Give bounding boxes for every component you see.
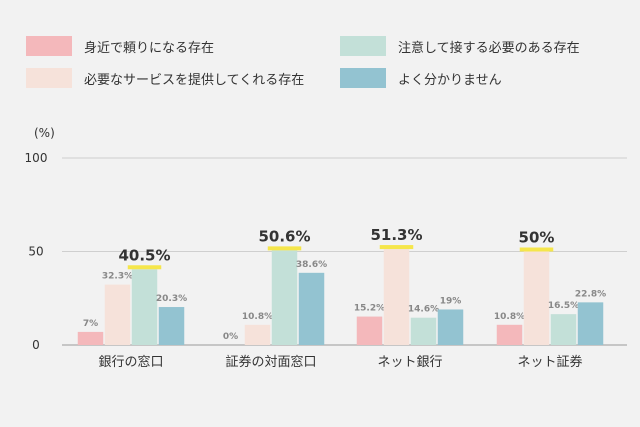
legend-label: よく分かりません bbox=[398, 72, 502, 88]
highlight-underline bbox=[519, 247, 554, 252]
legend-item: 必要なサービスを提供してくれる存在 bbox=[26, 68, 304, 88]
data-label: 0% bbox=[223, 332, 238, 342]
data-label-highlight: 50% bbox=[519, 229, 555, 247]
legend-item: 身近で頼りになる存在 bbox=[26, 36, 214, 56]
bar bbox=[496, 324, 523, 345]
highlight-underline bbox=[267, 246, 302, 251]
y-tick-label: 100 bbox=[25, 151, 48, 165]
bar bbox=[383, 249, 410, 345]
bar bbox=[271, 250, 298, 345]
x-tick-label: ネット銀行 bbox=[377, 355, 442, 370]
legend-item: 注意して接する必要のある存在 bbox=[340, 36, 580, 56]
x-tick-label: 証券の対面窓口 bbox=[225, 354, 316, 370]
y-tick-label: 0 bbox=[32, 338, 40, 352]
highlight-underline bbox=[127, 265, 162, 270]
legend-swatch bbox=[340, 68, 386, 88]
legend-label: 注意して接する必要のある存在 bbox=[398, 40, 580, 56]
legend-label: 必要なサービスを提供してくれる存在 bbox=[84, 72, 305, 88]
data-label: 7% bbox=[83, 319, 98, 329]
y-unit-label: (%) bbox=[34, 126, 55, 140]
bar bbox=[104, 284, 131, 345]
bar bbox=[437, 309, 464, 345]
bar bbox=[131, 269, 158, 345]
data-label: 20.3% bbox=[156, 294, 187, 304]
x-tick-label: 銀行の窓口 bbox=[98, 354, 163, 370]
bar bbox=[298, 272, 325, 345]
x-tick-label: ネット証券 bbox=[517, 354, 582, 370]
data-label: 19% bbox=[440, 296, 462, 306]
data-label: 10.8% bbox=[494, 312, 525, 322]
legend-swatch bbox=[26, 68, 72, 88]
data-label-highlight: 51.3% bbox=[370, 226, 422, 244]
bar bbox=[523, 251, 550, 345]
data-label: 22.8% bbox=[575, 289, 606, 299]
y-tick-label: 50 bbox=[28, 245, 43, 259]
legend-item: よく分かりません bbox=[340, 68, 502, 88]
bar bbox=[550, 314, 577, 345]
data-label: 15.2% bbox=[354, 304, 385, 314]
data-label: 16.5% bbox=[548, 301, 579, 311]
data-label-highlight: 50.6% bbox=[258, 227, 310, 245]
bar bbox=[244, 324, 271, 345]
data-label-highlight: 40.5% bbox=[118, 246, 170, 264]
data-label: 10.8% bbox=[242, 312, 273, 322]
legend-label: 身近で頼りになる存在 bbox=[84, 40, 215, 56]
data-label: 14.6% bbox=[408, 305, 439, 315]
data-label: 32.3% bbox=[102, 272, 133, 282]
bar bbox=[158, 307, 185, 345]
bar bbox=[356, 316, 383, 345]
highlight-underline bbox=[379, 245, 414, 250]
legend-swatch bbox=[340, 36, 386, 56]
data-label: 38.6% bbox=[296, 260, 327, 270]
bar bbox=[577, 302, 604, 345]
bar bbox=[77, 331, 104, 345]
legend-swatch bbox=[26, 36, 72, 56]
bar bbox=[410, 317, 437, 345]
